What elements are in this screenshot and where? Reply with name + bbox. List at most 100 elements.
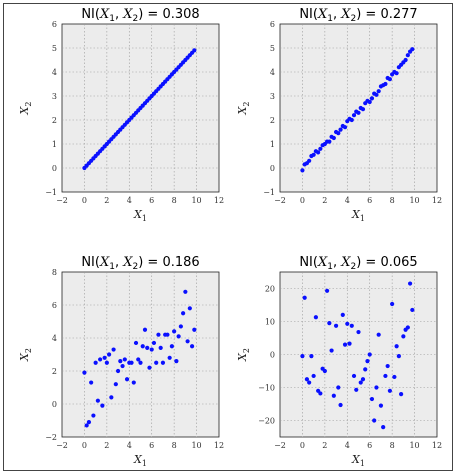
- data-point: [383, 373, 388, 379]
- data-point: [302, 295, 307, 300]
- data-point: [309, 354, 314, 359]
- data-point: [300, 354, 305, 359]
- x-tick-label: 8: [390, 196, 395, 205]
- data-point: [369, 96, 375, 101]
- data-point: [410, 47, 415, 52]
- x-tick-label: 12: [214, 441, 224, 450]
- data-point: [142, 327, 148, 332]
- x-tick-label: 0: [300, 196, 305, 205]
- figure-frame: [3, 3, 453, 471]
- data-point: [98, 357, 103, 362]
- y-tick-label: 6: [52, 301, 57, 310]
- data-point: [356, 110, 361, 115]
- data-point: [407, 281, 413, 286]
- data-point: [158, 345, 163, 350]
- data-point: [351, 373, 357, 379]
- y-tick-label: 3: [52, 92, 57, 101]
- y-tick-label: −1: [45, 188, 57, 197]
- data-point: [151, 340, 157, 346]
- data-point: [133, 340, 139, 346]
- data-point: [360, 107, 366, 112]
- x-tick-label: 10: [191, 441, 201, 450]
- data-point: [345, 321, 350, 326]
- y-tick-label: 0: [52, 400, 57, 409]
- x-tick-label: 8: [390, 441, 395, 450]
- x-axis-label: X1: [351, 453, 365, 468]
- x-tick-label: 2: [322, 196, 327, 205]
- x-tick-label: 4: [345, 196, 350, 205]
- data-point: [172, 329, 177, 334]
- data-point: [311, 373, 316, 379]
- data-point: [129, 360, 134, 365]
- data-point: [340, 312, 345, 317]
- data-point: [307, 380, 312, 385]
- data-point: [347, 341, 352, 346]
- data-point: [174, 359, 179, 364]
- plot-area: [61, 271, 220, 438]
- data-point: [156, 332, 161, 337]
- data-point: [387, 388, 392, 393]
- data-point: [192, 48, 197, 53]
- y-tick-label: 1: [270, 140, 275, 149]
- data-point: [187, 306, 192, 311]
- x-tick-label: 6: [149, 196, 154, 205]
- data-point: [394, 344, 399, 349]
- data-point: [120, 363, 125, 369]
- data-point: [91, 413, 96, 418]
- data-point: [327, 139, 332, 144]
- panel-title: NI(X1, X2) = 0.186: [81, 255, 199, 272]
- data-point: [349, 323, 354, 328]
- y-tick-label: 4: [270, 68, 275, 77]
- data-point: [147, 365, 152, 370]
- data-point: [95, 398, 100, 403]
- y-tick-label: 10: [265, 318, 275, 327]
- data-point: [387, 77, 392, 82]
- data-point: [102, 355, 107, 360]
- panel-title: NI(X1, X2) = 0.308: [81, 7, 199, 24]
- y-tick-label: −1: [263, 188, 275, 197]
- y-tick-label: 2: [52, 116, 57, 125]
- data-point: [331, 135, 336, 141]
- x-axis-label: X1: [351, 208, 365, 223]
- data-point: [131, 380, 136, 385]
- panel-title: NI(X1, X2) = 0.065: [299, 255, 417, 272]
- y-tick-label: 0: [270, 164, 275, 173]
- x-tick-label: 10: [409, 441, 419, 450]
- data-point: [351, 113, 357, 118]
- data-point: [113, 382, 118, 387]
- y-tick-label: −10: [258, 384, 275, 393]
- data-point: [318, 146, 323, 151]
- y-tick-label: 6: [270, 20, 275, 29]
- data-point: [338, 402, 343, 408]
- data-point: [372, 418, 377, 423]
- y-tick-label: 5: [52, 44, 57, 53]
- data-point: [178, 324, 183, 329]
- data-point: [367, 352, 372, 357]
- data-point: [365, 359, 370, 364]
- data-point: [349, 117, 354, 123]
- y-tick-label: 0: [270, 351, 275, 360]
- data-point: [145, 345, 150, 350]
- data-point: [367, 99, 372, 105]
- data-point: [381, 425, 386, 430]
- data-point: [331, 393, 336, 398]
- data-point: [342, 342, 348, 347]
- x-tick-label: 10: [191, 196, 201, 205]
- x-axis-label: X1: [133, 208, 147, 223]
- data-point: [160, 360, 166, 365]
- data-point: [185, 339, 190, 344]
- data-point: [403, 57, 408, 63]
- data-point: [93, 360, 98, 365]
- y-tick-label: 3: [270, 92, 275, 101]
- x-tick-label: 0: [82, 441, 87, 450]
- data-point: [401, 334, 406, 339]
- data-point: [322, 368, 327, 374]
- data-point: [304, 377, 310, 382]
- data-point: [176, 334, 181, 339]
- x-tick-label: 8: [172, 441, 177, 450]
- data-point: [338, 127, 343, 132]
- data-point: [327, 321, 332, 326]
